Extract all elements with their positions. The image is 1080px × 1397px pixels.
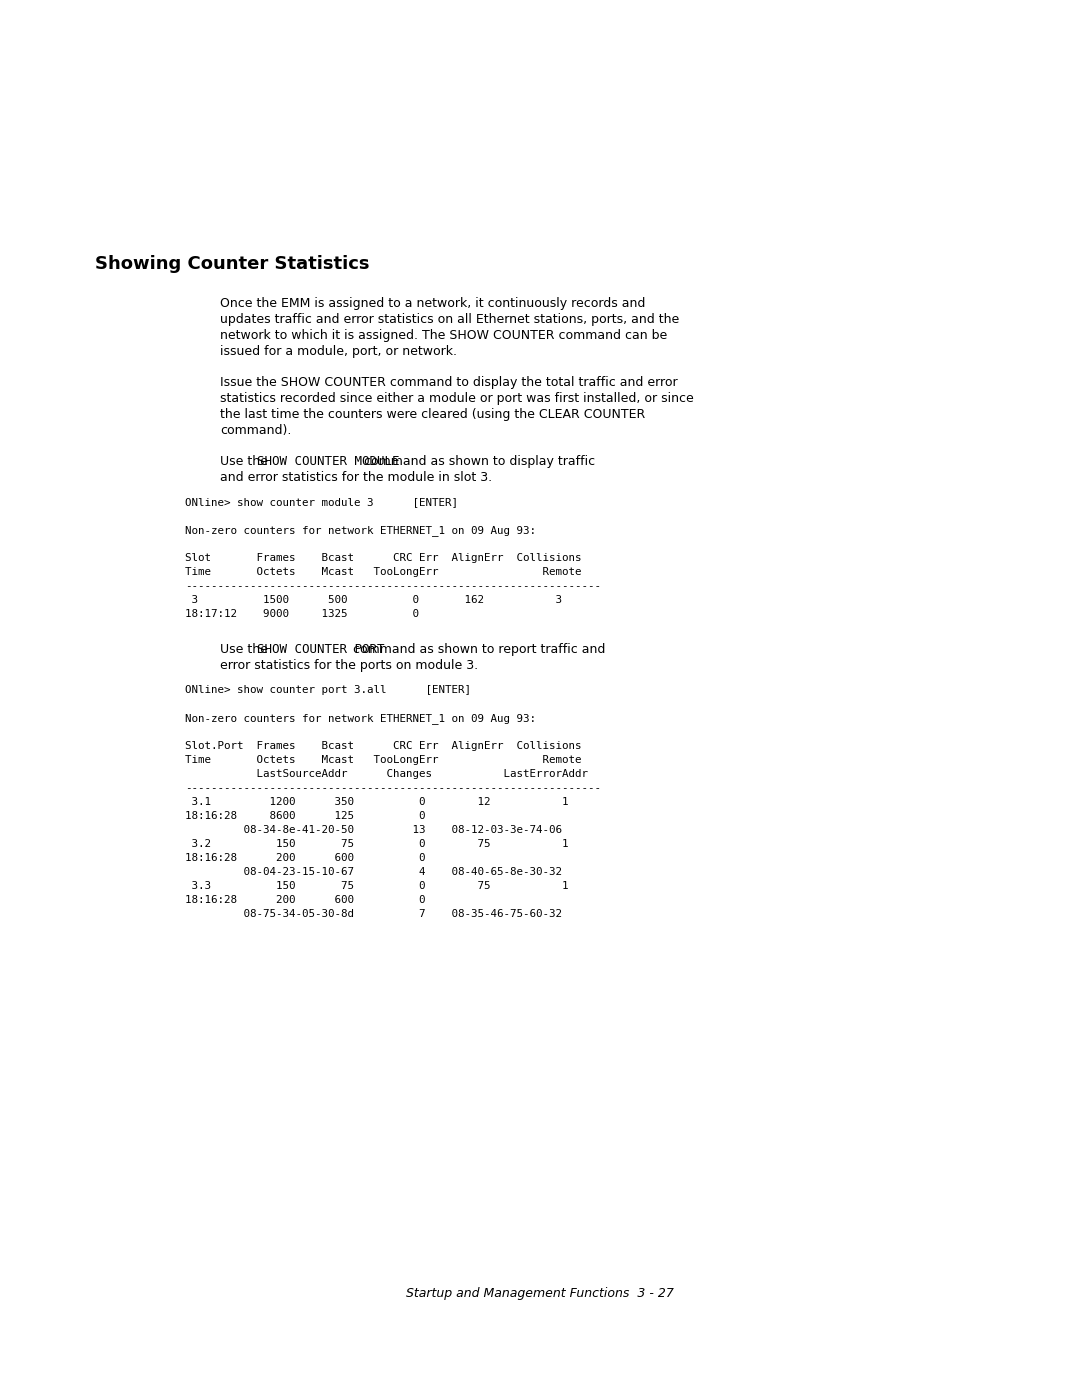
Text: command as shown to report traffic and: command as shown to report traffic and [349, 643, 606, 657]
Text: network to which it is assigned. The SHOW COUNTER command can be: network to which it is assigned. The SHO… [220, 330, 667, 342]
Text: error statistics for the ports on module 3.: error statistics for the ports on module… [220, 659, 478, 672]
Text: Showing Counter Statistics: Showing Counter Statistics [95, 256, 369, 272]
Text: ONline> show counter port 3.all      [ENTER]: ONline> show counter port 3.all [ENTER] [185, 685, 471, 694]
Text: 18:17:12    9000     1325          0: 18:17:12 9000 1325 0 [185, 609, 419, 619]
Text: Slot.Port  Frames    Bcast      CRC Err  AlignErr  Collisions: Slot.Port Frames Bcast CRC Err AlignErr … [185, 740, 581, 752]
Text: Startup and Management Functions  3 - 27: Startup and Management Functions 3 - 27 [406, 1287, 674, 1301]
Text: command).: command). [220, 425, 292, 437]
Text: SHOW COUNTER MODULE: SHOW COUNTER MODULE [257, 455, 400, 468]
Text: 18:16:28      200      600          0: 18:16:28 200 600 0 [185, 895, 426, 905]
Text: 08-04-23-15-10-67          4    08-40-65-8e-30-32: 08-04-23-15-10-67 4 08-40-65-8e-30-32 [185, 868, 562, 877]
Text: Non-zero counters for network ETHERNET_1 on 09 Aug 93:: Non-zero counters for network ETHERNET_1… [185, 525, 536, 536]
Text: statistics recorded since either a module or port was first installed, or since: statistics recorded since either a modul… [220, 393, 693, 405]
Text: ----------------------------------------------------------------: ----------------------------------------… [185, 581, 600, 591]
Text: SHOW COUNTER PORT: SHOW COUNTER PORT [257, 643, 384, 657]
Text: Time       Octets    Mcast   TooLongErr                Remote: Time Octets Mcast TooLongErr Remote [185, 754, 581, 766]
Text: 3.3          150       75          0        75           1: 3.3 150 75 0 75 1 [185, 882, 568, 891]
Text: updates traffic and error statistics on all Ethernet stations, ports, and the: updates traffic and error statistics on … [220, 313, 679, 326]
Text: Issue the SHOW COUNTER command to display the total traffic and error: Issue the SHOW COUNTER command to displa… [220, 376, 677, 388]
Text: Use the: Use the [220, 455, 272, 468]
Text: ----------------------------------------------------------------: ----------------------------------------… [185, 782, 600, 793]
Text: 18:16:28      200      600          0: 18:16:28 200 600 0 [185, 854, 426, 863]
Text: issued for a module, port, or network.: issued for a module, port, or network. [220, 345, 457, 358]
Text: 3.1         1200      350          0        12           1: 3.1 1200 350 0 12 1 [185, 798, 568, 807]
Text: and error statistics for the module in slot 3.: and error statistics for the module in s… [220, 471, 492, 483]
Text: 18:16:28     8600      125          0: 18:16:28 8600 125 0 [185, 812, 426, 821]
Text: 08-75-34-05-30-8d          7    08-35-46-75-60-32: 08-75-34-05-30-8d 7 08-35-46-75-60-32 [185, 909, 562, 919]
Text: Slot       Frames    Bcast      CRC Err  AlignErr  Collisions: Slot Frames Bcast CRC Err AlignErr Colli… [185, 553, 581, 563]
Text: Use the: Use the [220, 643, 272, 657]
Text: Non-zero counters for network ETHERNET_1 on 09 Aug 93:: Non-zero counters for network ETHERNET_1… [185, 712, 536, 724]
Text: LastSourceAddr      Changes           LastErrorAddr: LastSourceAddr Changes LastErrorAddr [185, 768, 588, 780]
Text: command as shown to display traffic: command as shown to display traffic [360, 455, 595, 468]
Text: Once the EMM is assigned to a network, it continuously records and: Once the EMM is assigned to a network, i… [220, 298, 646, 310]
Text: 3.2          150       75          0        75           1: 3.2 150 75 0 75 1 [185, 840, 568, 849]
Text: 08-34-8e-41-20-50         13    08-12-03-3e-74-06: 08-34-8e-41-20-50 13 08-12-03-3e-74-06 [185, 826, 562, 835]
Text: 3          1500      500          0       162           3: 3 1500 500 0 162 3 [185, 595, 562, 605]
Text: Time       Octets    Mcast   TooLongErr                Remote: Time Octets Mcast TooLongErr Remote [185, 567, 581, 577]
Text: the last time the counters were cleared (using the CLEAR COUNTER: the last time the counters were cleared … [220, 408, 645, 420]
Text: ONline> show counter module 3      [ENTER]: ONline> show counter module 3 [ENTER] [185, 497, 458, 507]
